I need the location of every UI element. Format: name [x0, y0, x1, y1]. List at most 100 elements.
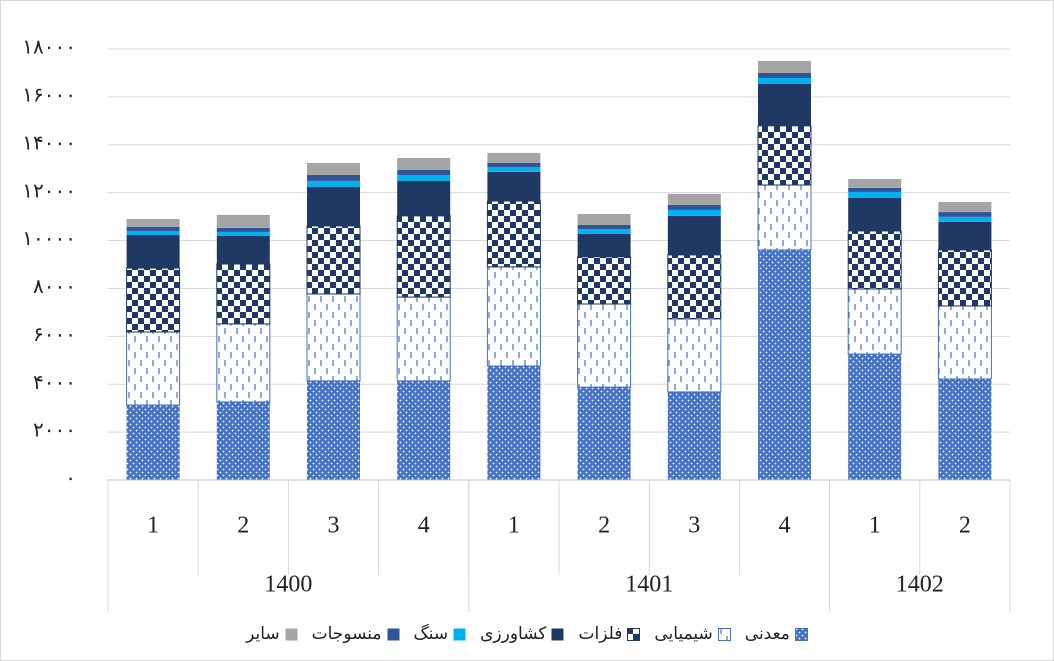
- x-tick-label: 2: [237, 513, 249, 539]
- legend-item: معدنی: [745, 624, 808, 644]
- bar-segment: [306, 225, 361, 295]
- bar-segment: [758, 83, 811, 126]
- x-tick-label: 2: [598, 513, 610, 539]
- bar-segment: [396, 215, 451, 298]
- legend-swatch-fill: [794, 627, 808, 641]
- bar-segment: [667, 254, 722, 320]
- x-tick-label: 4: [779, 513, 791, 539]
- bar-segment: [487, 366, 541, 480]
- bar-segment: [306, 293, 361, 382]
- bar-segment: [216, 227, 270, 232]
- bar-segment: [397, 380, 451, 480]
- bar-segment: [577, 233, 631, 257]
- bar-segment: [848, 197, 902, 231]
- y-tick-label: ۸۰۰۰: [33, 276, 76, 298]
- x-tick-label: 1: [147, 513, 159, 539]
- y-tick-label: ۰: [65, 468, 76, 490]
- legend-item: سایر: [246, 624, 298, 644]
- legend-item: کشاورزی: [480, 624, 564, 644]
- legend-swatch-fill: [387, 628, 400, 640]
- legend-swatch: [285, 628, 298, 640]
- legend-item: فلزات: [578, 624, 641, 644]
- legend-item: منسوجات: [312, 624, 400, 644]
- bar-segment: [216, 263, 271, 325]
- bar-segment: [577, 224, 631, 230]
- legend-swatch: [387, 628, 400, 640]
- bar-segment: [937, 305, 992, 380]
- y-tick-label: ۱۲۰۰۰: [22, 180, 76, 202]
- bar-segment: [307, 186, 360, 226]
- bar-segment: [397, 157, 451, 170]
- bar-segment: [938, 221, 992, 250]
- bar-segment: [577, 229, 631, 234]
- bar-segment: [757, 184, 812, 251]
- legend-swatch: [453, 628, 466, 640]
- legend-swatch: [551, 628, 564, 640]
- legend-swatch-fill: [627, 627, 641, 641]
- bar-segment: [577, 256, 632, 305]
- bar-segment: [758, 77, 811, 84]
- legend-label: معدنی: [744, 624, 790, 644]
- legend-swatch-fill: [717, 627, 731, 641]
- bar-segment: [848, 187, 902, 192]
- bar-segment: [397, 174, 451, 181]
- legend-label: فلزات: [578, 624, 623, 644]
- bar-segment: [938, 216, 992, 222]
- bar-segment: [848, 191, 902, 198]
- x-tick-label: 1: [508, 513, 520, 539]
- legend-label: کشاورزی: [480, 624, 547, 644]
- legend-item: شیمیایی: [654, 624, 731, 644]
- legend-label: سنگ: [413, 624, 449, 644]
- bar-segment: [487, 152, 541, 163]
- bar-segment: [126, 235, 180, 269]
- bar-segment: [396, 296, 451, 382]
- bar-segment: [126, 230, 180, 236]
- legend-swatch-fill: [285, 628, 298, 640]
- legend-label: شیمیایی: [654, 624, 713, 644]
- bar-segment: [847, 230, 902, 290]
- group-label: 1401: [625, 572, 673, 598]
- bar-segment: [397, 180, 451, 216]
- legend-swatch: [717, 627, 731, 641]
- bar-segment: [216, 323, 271, 403]
- bar-segment: [487, 167, 541, 172]
- bar-segment: [486, 200, 541, 268]
- group-label: 1402: [896, 572, 944, 598]
- bar-segment: [758, 249, 811, 480]
- bar-segment: [126, 267, 181, 333]
- bar-segment: [938, 212, 992, 217]
- legend-label: سایر: [246, 624, 280, 644]
- bar-segment: [307, 380, 360, 480]
- y-tick-label: ۴۰۰۰: [33, 372, 76, 394]
- legend-swatch-fill: [453, 628, 466, 640]
- bar-segment: [938, 202, 992, 213]
- legend-swatch-fill: [551, 628, 564, 640]
- y-tick-label: ۶۰۰۰: [33, 324, 76, 346]
- bar-segment: [307, 174, 360, 181]
- group-label: 1400: [264, 572, 312, 598]
- bar-segment: [397, 169, 451, 175]
- bar-segment: [307, 162, 360, 175]
- bar-segment: [667, 193, 721, 205]
- legend-swatch: [794, 627, 808, 641]
- bar-segment: [126, 219, 180, 227]
- bar-segment: [577, 213, 631, 225]
- legend-swatch: [627, 627, 641, 641]
- bar-segment: [216, 236, 270, 265]
- bar-segment: [938, 378, 992, 480]
- bar-segment: [667, 391, 721, 480]
- bar-segment: [848, 179, 902, 188]
- legend-item: سنگ: [414, 624, 467, 644]
- legend-label: منسوجات: [311, 624, 382, 644]
- bar-segment: [216, 231, 270, 237]
- bar-segment: [487, 171, 541, 202]
- bar-segment: [758, 60, 811, 73]
- bar-segment: [126, 405, 180, 480]
- bar-segment: [577, 387, 631, 480]
- bar-segment: [307, 180, 360, 187]
- bar-segment: [667, 318, 722, 393]
- bar-segment: [667, 209, 721, 216]
- legend: معدنی شیمیایی فلزات کشاورزی سنگ منسوجات سایر: [0, 624, 1054, 644]
- x-tick-label: 3: [328, 513, 340, 539]
